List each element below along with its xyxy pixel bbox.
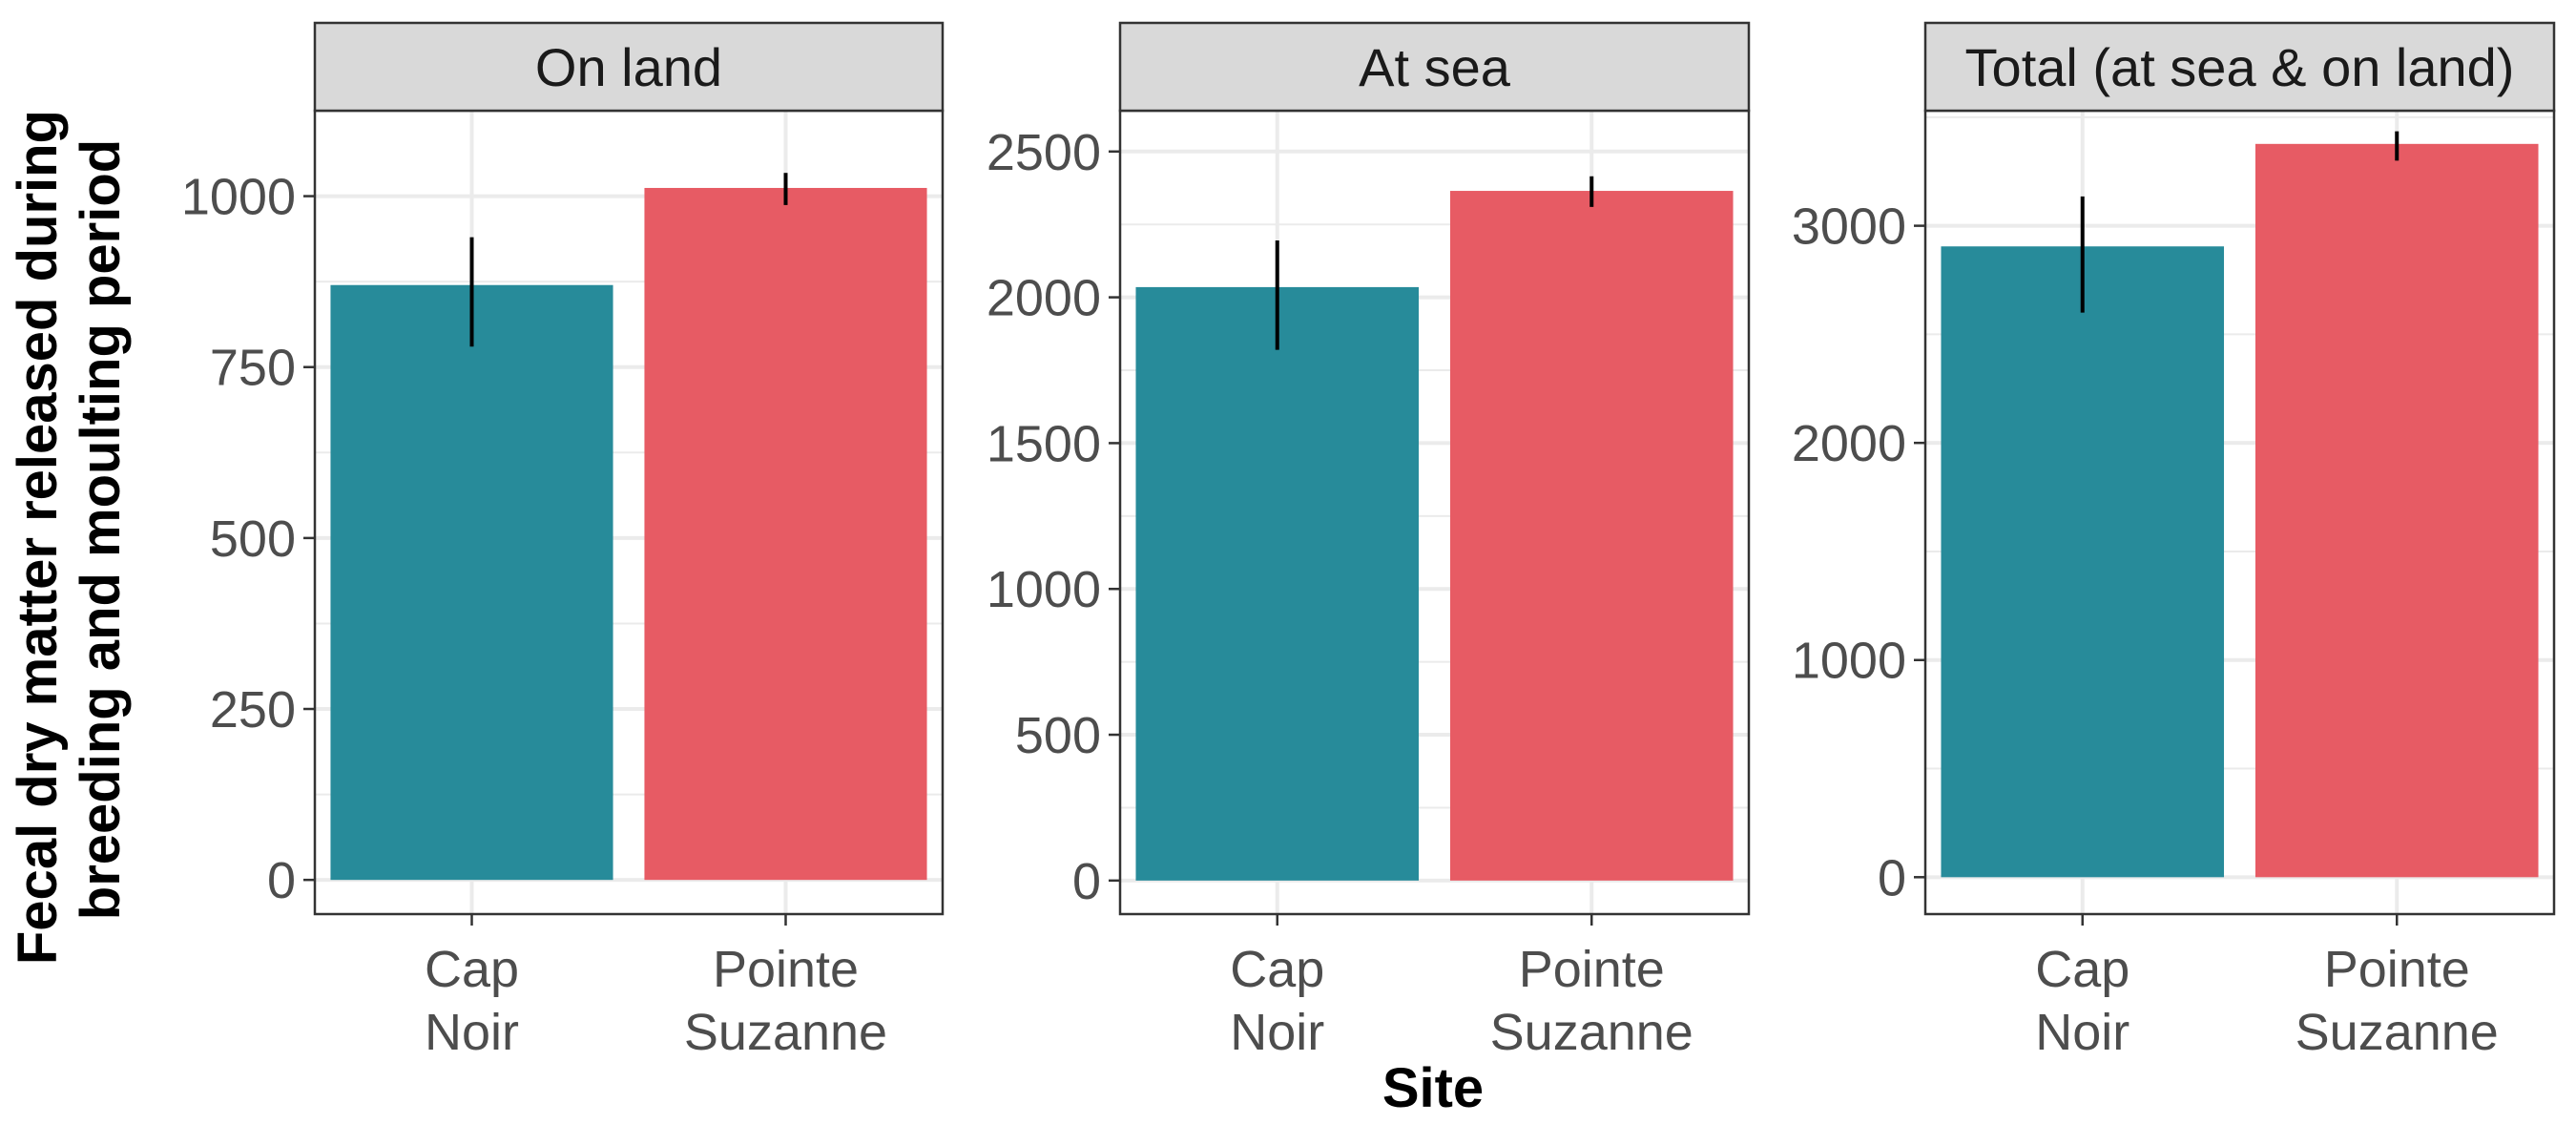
y-tick-label: 0: [1072, 853, 1101, 910]
x-tick-label-line: Noir: [425, 1004, 519, 1061]
x-tick-label-line: Suzanne: [2296, 1004, 2499, 1061]
x-tick-label-line: Pointe: [713, 941, 859, 998]
panels-layer: On land 0 250 500 750 1000 Cap Noir Pointe Suzann…: [181, 21, 2556, 1061]
x-tick-label: Cap Noir: [2035, 941, 2129, 1061]
y-tick-label: 3000: [1792, 198, 1906, 256]
x-tick-label-line: Cap: [425, 941, 519, 998]
y-tick-label: 500: [1015, 707, 1101, 764]
bar-pointe-suzanne: [1449, 191, 1734, 881]
y-axis-label-line-1: Fecal dry matter released during: [7, 110, 69, 965]
y-axis-label-line-2: breeding and moulting period: [70, 139, 132, 920]
facet-title: Total (at sea & on land): [1965, 37, 2515, 97]
y-tick-label: 1000: [181, 169, 296, 226]
x-tick-label: Cap Noir: [425, 941, 519, 1061]
y-tick-label: 2500: [987, 124, 1101, 181]
x-tick-label: Pointe Suzanne: [2296, 941, 2499, 1061]
y-tick-label: 750: [210, 340, 296, 397]
bar-cap-noir: [1135, 286, 1420, 881]
y-tick-label: 1500: [987, 415, 1101, 472]
y-tick-label: 0: [267, 852, 296, 909]
x-tick-label-line: Cap: [1230, 941, 1324, 998]
x-tick-label: Pointe Suzanne: [1490, 941, 1693, 1061]
panel-3: Total (at sea & on land) 0 1000 2000 3000 Cap…: [1792, 21, 2556, 1061]
x-tick-label: Pointe Suzanne: [684, 941, 887, 1061]
y-tick-label: 2000: [987, 270, 1101, 327]
x-tick-label-line: Cap: [2035, 941, 2129, 998]
y-tick-label: 1000: [987, 561, 1101, 618]
x-tick-label: Cap Noir: [1230, 941, 1324, 1061]
facet-strip: [313, 21, 945, 113]
panel-1: On land 0 250 500 750 1000 Cap Noir Pointe Suzann…: [181, 21, 945, 1061]
facet-strip: [1923, 21, 2556, 113]
x-axis-label: Site: [1382, 1057, 1484, 1119]
bar-pointe-suzanne: [2254, 143, 2539, 878]
x-tick-label-line: Suzanne: [1490, 1004, 1693, 1061]
y-tick-label: 0: [1878, 849, 1906, 906]
x-tick-label-line: Noir: [2035, 1004, 2129, 1061]
panel-2: At sea 0 500 1000 1500 2000 2500 Cap Noir Pointe S…: [987, 21, 1751, 1061]
facet-title: At sea: [1359, 37, 1511, 97]
bar-cap-noir: [1941, 246, 2225, 878]
bar-pointe-suzanne: [644, 187, 927, 881]
y-tick-label: 1000: [1792, 633, 1906, 690]
y-tick-label: 250: [210, 681, 296, 739]
y-tick-label: 500: [210, 510, 296, 568]
x-tick-label-line: Suzanne: [684, 1004, 887, 1061]
x-tick-label-line: Noir: [1230, 1004, 1324, 1061]
facet-title: On land: [535, 37, 722, 97]
y-tick-label: 2000: [1792, 415, 1906, 472]
bar-cap-noir: [330, 284, 613, 881]
x-tick-label-line: Pointe: [2324, 941, 2470, 998]
y-axis-label: Fecal dry matter released during breedin…: [7, 94, 132, 965]
x-tick-label-line: Pointe: [1519, 941, 1665, 998]
facet-strip: [1118, 21, 1751, 113]
